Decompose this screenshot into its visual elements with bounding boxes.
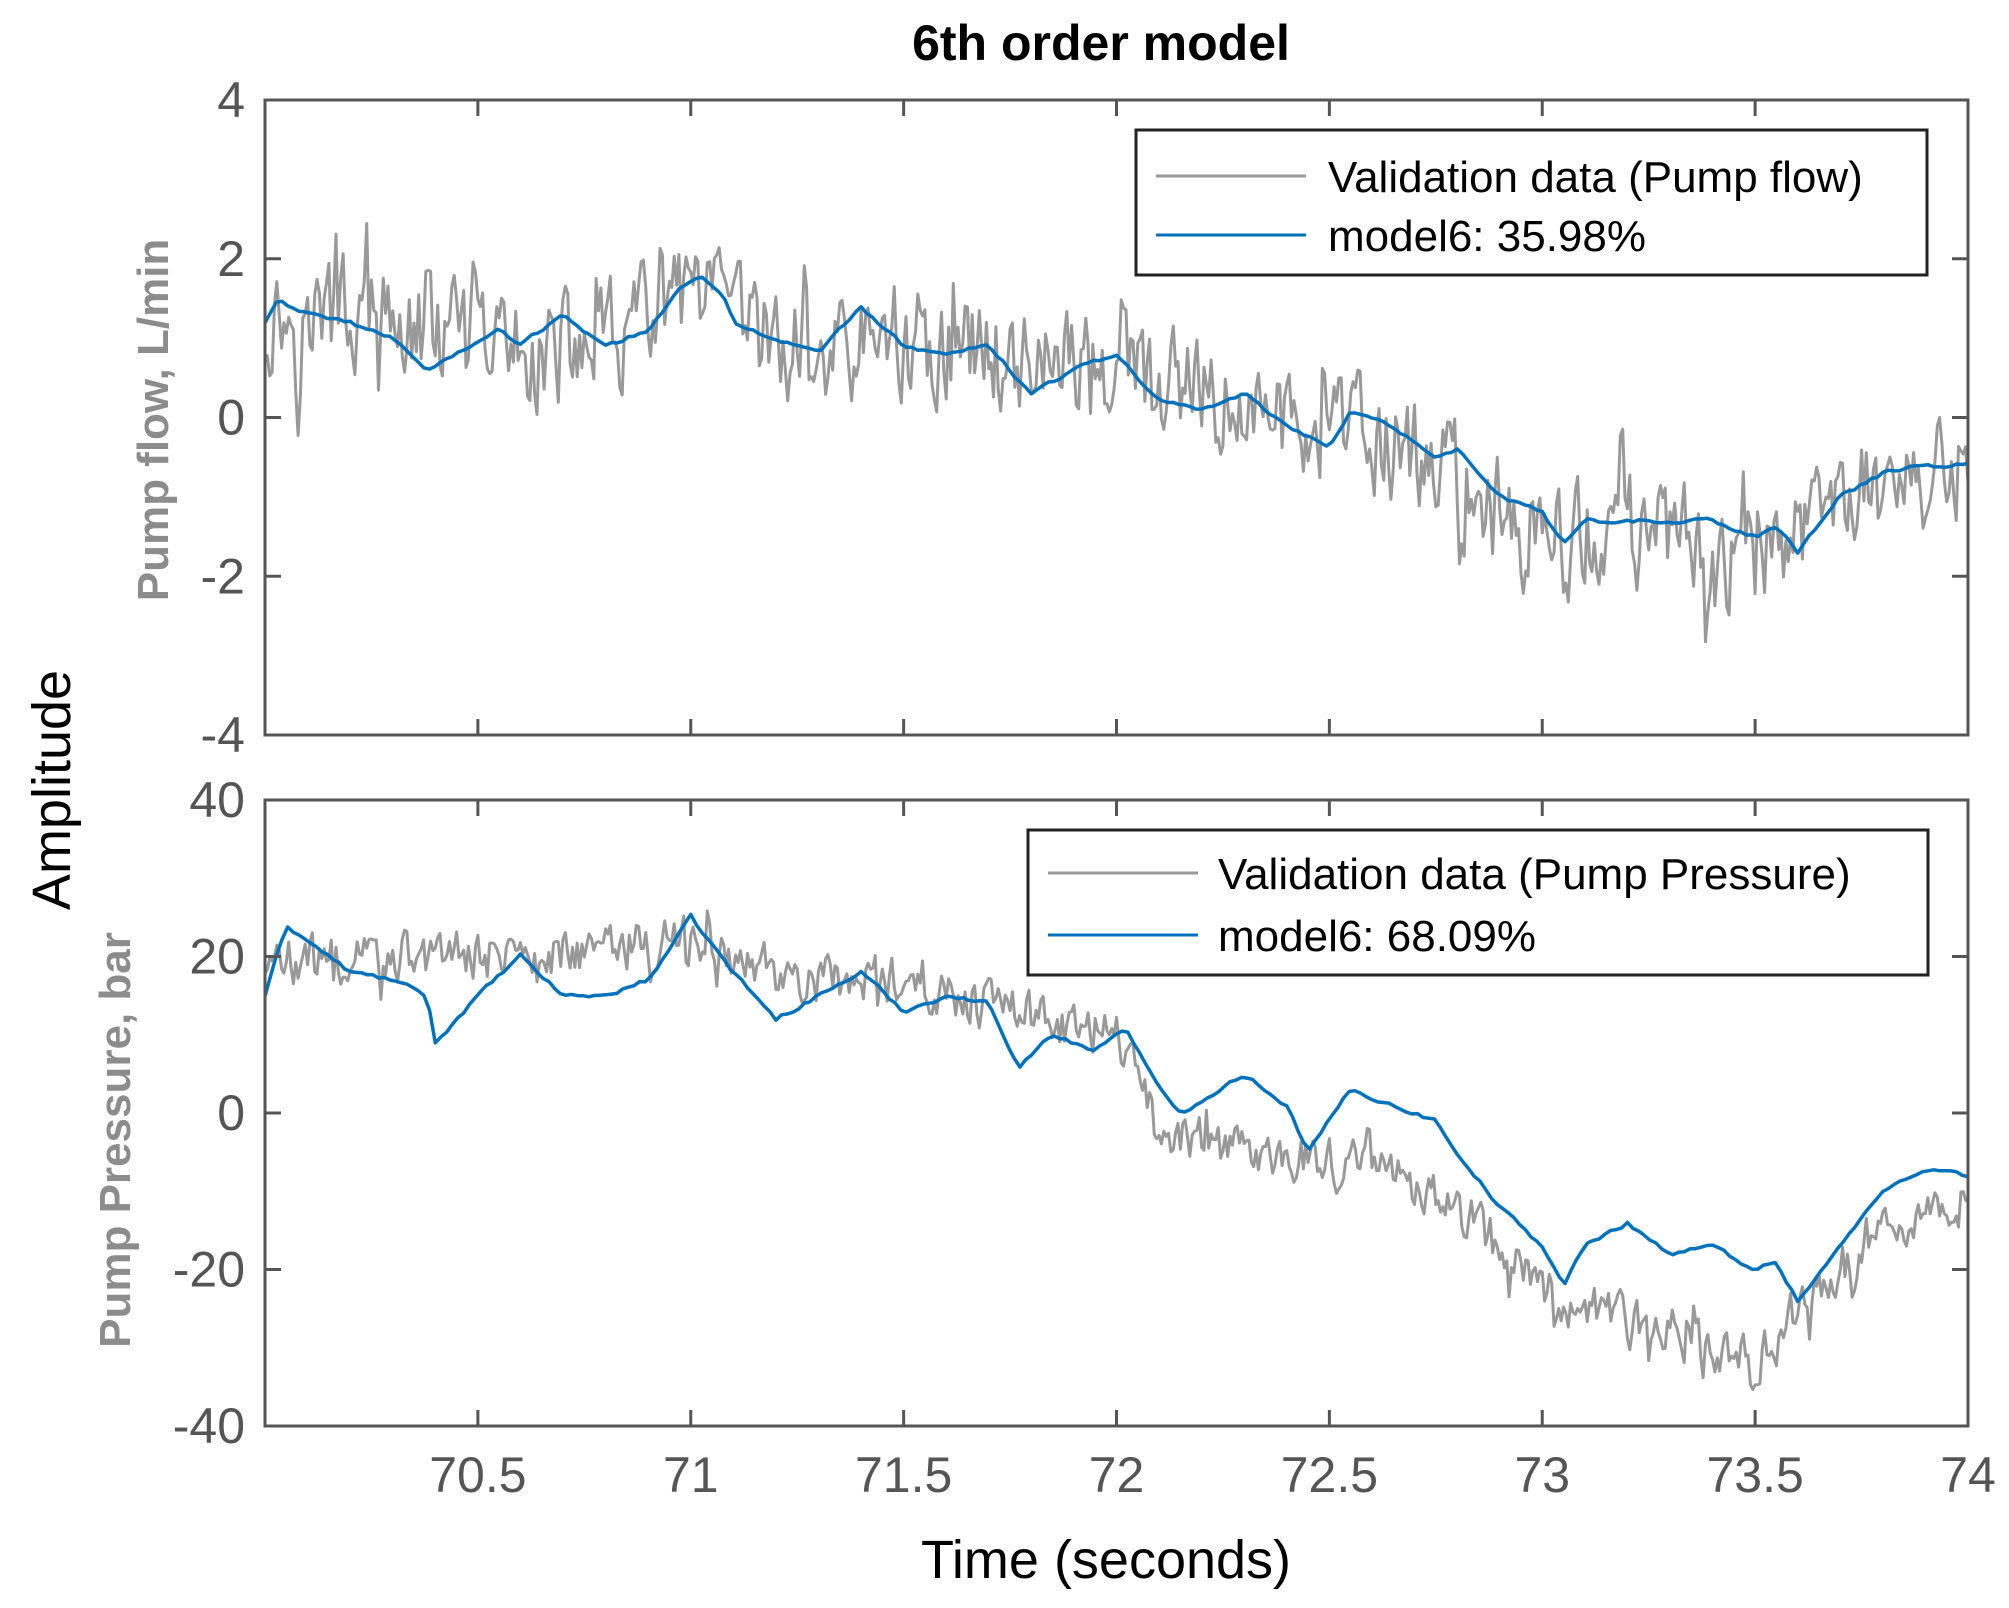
series-layer: [265, 909, 1968, 1392]
x-tick-label: 71.5: [855, 1447, 952, 1503]
y-tick-label: -2: [201, 548, 245, 604]
legend[interactable]: Validation data (Pump flow) model6: 35.9…: [1134, 128, 1929, 277]
y-tick-label: 0: [217, 1085, 245, 1141]
subplot-pump-pressure: -40 -20 0 20 40 70.5 71 71.5 72 72.5 73 73.5 74 Pump…: [91, 772, 1996, 1503]
y-axis-label: Pump Pressure, bar: [91, 932, 140, 1348]
legend-label-validation: Validation data (Pump Pressure): [1218, 850, 1851, 899]
x-tick-label: 71: [663, 1447, 719, 1503]
legend-box: [1134, 128, 1929, 277]
chart-title: 6th order model: [912, 15, 1290, 71]
y-tick-label: 2: [217, 231, 245, 287]
legend-box: [1026, 828, 1930, 977]
legend-label-model: model6: 35.98%: [1328, 212, 1646, 261]
tick-labels: -4 -2 0 2 4: [201, 72, 245, 763]
x-tick-label: 73: [1514, 1447, 1570, 1503]
legend-label-validation: Validation data (Pump flow): [1328, 153, 1863, 202]
legend[interactable]: Validation data (Pump Pressure) model6: …: [1026, 828, 1930, 977]
y-tick-label: 40: [189, 772, 245, 828]
y-tick-label: 20: [189, 929, 245, 985]
y-tick-label: 0: [217, 390, 245, 446]
validation-data-line: [265, 222, 1968, 644]
y-tick-label: -40: [173, 1398, 245, 1454]
y-tick-label: -20: [173, 1242, 245, 1298]
x-tick-label: 74: [1940, 1447, 1996, 1503]
tick-labels: -40 -20 0 20 40 70.5 71 71.5 72 72.5 73 73.5 74: [173, 772, 1996, 1503]
x-tick-label: 73.5: [1706, 1447, 1803, 1503]
y-axis-label: Pump flow, L/min: [129, 239, 178, 602]
shared-y-axis-label: Amplitude: [22, 670, 82, 910]
x-tick-label: 72: [1089, 1447, 1145, 1503]
x-axis-label: Time (seconds): [921, 1530, 1291, 1590]
legend-label-model: model6: 68.09%: [1218, 912, 1536, 961]
y-tick-label: -4: [201, 707, 245, 763]
x-tick-label: 70.5: [429, 1447, 526, 1503]
axes-box: [263, 798, 1970, 1428]
model6-line: [265, 275, 1968, 555]
x-tick-label: 72.5: [1281, 1447, 1378, 1503]
validation-data-line: [265, 909, 1968, 1392]
subplot-pump-flow: -4 -2 0 2 4 Pump flow, L/min Validation data…: [129, 72, 1970, 763]
model6-line: [265, 912, 1968, 1304]
y-tick-label: 4: [217, 72, 245, 128]
axes-box: [263, 98, 1970, 737]
series-layer: [265, 222, 1968, 644]
